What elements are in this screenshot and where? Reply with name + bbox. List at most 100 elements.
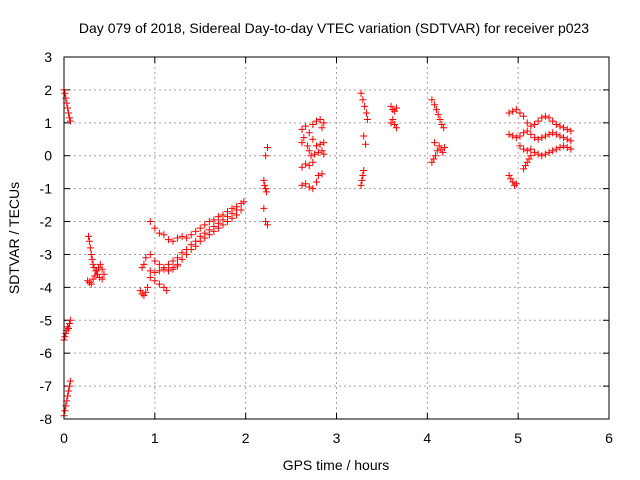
data-point: [178, 249, 186, 257]
y-axis-label: SDTVAR / TECUs: [6, 182, 22, 294]
data-point: [205, 226, 213, 234]
data-point: [525, 155, 533, 163]
data-point: [262, 152, 270, 160]
data-point: [65, 387, 73, 395]
x-tick-label: 6: [605, 430, 613, 446]
data-point: [151, 257, 159, 265]
data-point: [527, 152, 535, 160]
data-point: [314, 171, 322, 179]
gridlines: [64, 57, 609, 419]
data-point: [391, 107, 399, 115]
y-tick-label: 3: [44, 49, 52, 65]
data-point: [65, 114, 73, 122]
data-point: [146, 267, 154, 275]
data-point: [96, 260, 104, 268]
data-point: [520, 145, 528, 153]
data-point: [61, 89, 69, 97]
data-point: [520, 165, 528, 173]
data-point: [155, 229, 163, 237]
data-point: [302, 180, 310, 188]
data-point: [392, 124, 400, 132]
y-tick-label: -6: [40, 345, 53, 361]
data-point: [192, 227, 200, 235]
data-point: [303, 142, 311, 150]
data-point: [521, 162, 529, 170]
data-point: [178, 232, 186, 240]
data-point: [434, 111, 442, 119]
data-point: [516, 109, 524, 117]
data-point: [174, 262, 182, 270]
data-point: [192, 237, 200, 245]
data-point: [523, 127, 531, 135]
data-point: [89, 260, 97, 268]
data-point: [556, 144, 564, 151]
data-point: [85, 232, 93, 240]
data-point: [305, 183, 313, 191]
data-point: [66, 117, 74, 125]
data-point: [261, 181, 269, 189]
data-point: [441, 144, 449, 151]
y-tick-label: 2: [44, 82, 52, 98]
data-point: [361, 102, 369, 110]
data-point: [520, 129, 528, 137]
x-tick-label: 1: [151, 430, 159, 446]
data-point: [432, 106, 440, 114]
data-point: [151, 224, 159, 232]
data-point: [431, 101, 439, 109]
data-point: [233, 206, 241, 214]
data-point: [360, 167, 368, 175]
y-tick-label: 0: [44, 148, 52, 164]
data-point: [138, 290, 146, 298]
data-point: [146, 218, 154, 226]
data-points: [60, 86, 575, 420]
data-point: [512, 180, 520, 188]
data-point: [219, 216, 227, 224]
data-point: [146, 250, 154, 258]
data-point: [160, 231, 168, 239]
data-point: [64, 323, 72, 331]
data-point: [357, 89, 365, 97]
data-point: [263, 188, 271, 196]
data-point: [541, 150, 549, 158]
data-point: [320, 150, 328, 158]
data-point: [509, 107, 517, 115]
data-point: [84, 277, 92, 285]
data-point: [531, 120, 539, 128]
data-point: [210, 216, 218, 224]
x-tick-label: 5: [514, 430, 522, 446]
x-tick-label: 4: [423, 430, 431, 446]
data-point: [320, 139, 328, 147]
data-point: [174, 234, 182, 242]
data-point: [567, 137, 575, 145]
y-tick-label: -8: [40, 411, 53, 427]
data-point: [523, 119, 531, 127]
data-point: [545, 130, 553, 138]
data-point: [210, 222, 218, 230]
data-point: [523, 147, 531, 155]
data-point: [140, 292, 148, 300]
data-point: [516, 142, 524, 150]
data-point: [534, 135, 542, 143]
chart-title: Day 079 of 2018, Sidereal Day-to-day VTE…: [79, 20, 589, 36]
data-point: [64, 392, 72, 400]
data-point: [305, 162, 313, 170]
data-point: [240, 198, 248, 206]
data-point: [62, 402, 70, 410]
data-point: [440, 124, 448, 132]
data-point: [214, 213, 222, 221]
data-point: [362, 140, 370, 148]
data-point: [511, 181, 519, 189]
data-point: [509, 132, 517, 140]
data-point: [262, 185, 270, 193]
data-point: [302, 122, 310, 130]
data-point: [541, 132, 549, 140]
data-point: [307, 152, 315, 160]
data-point: [95, 264, 103, 272]
x-axis-label: GPS time / hours: [283, 457, 390, 473]
data-point: [65, 320, 73, 328]
y-tick-label: -4: [40, 279, 53, 295]
data-point: [98, 265, 106, 273]
data-point: [64, 104, 72, 112]
data-point: [298, 181, 306, 189]
